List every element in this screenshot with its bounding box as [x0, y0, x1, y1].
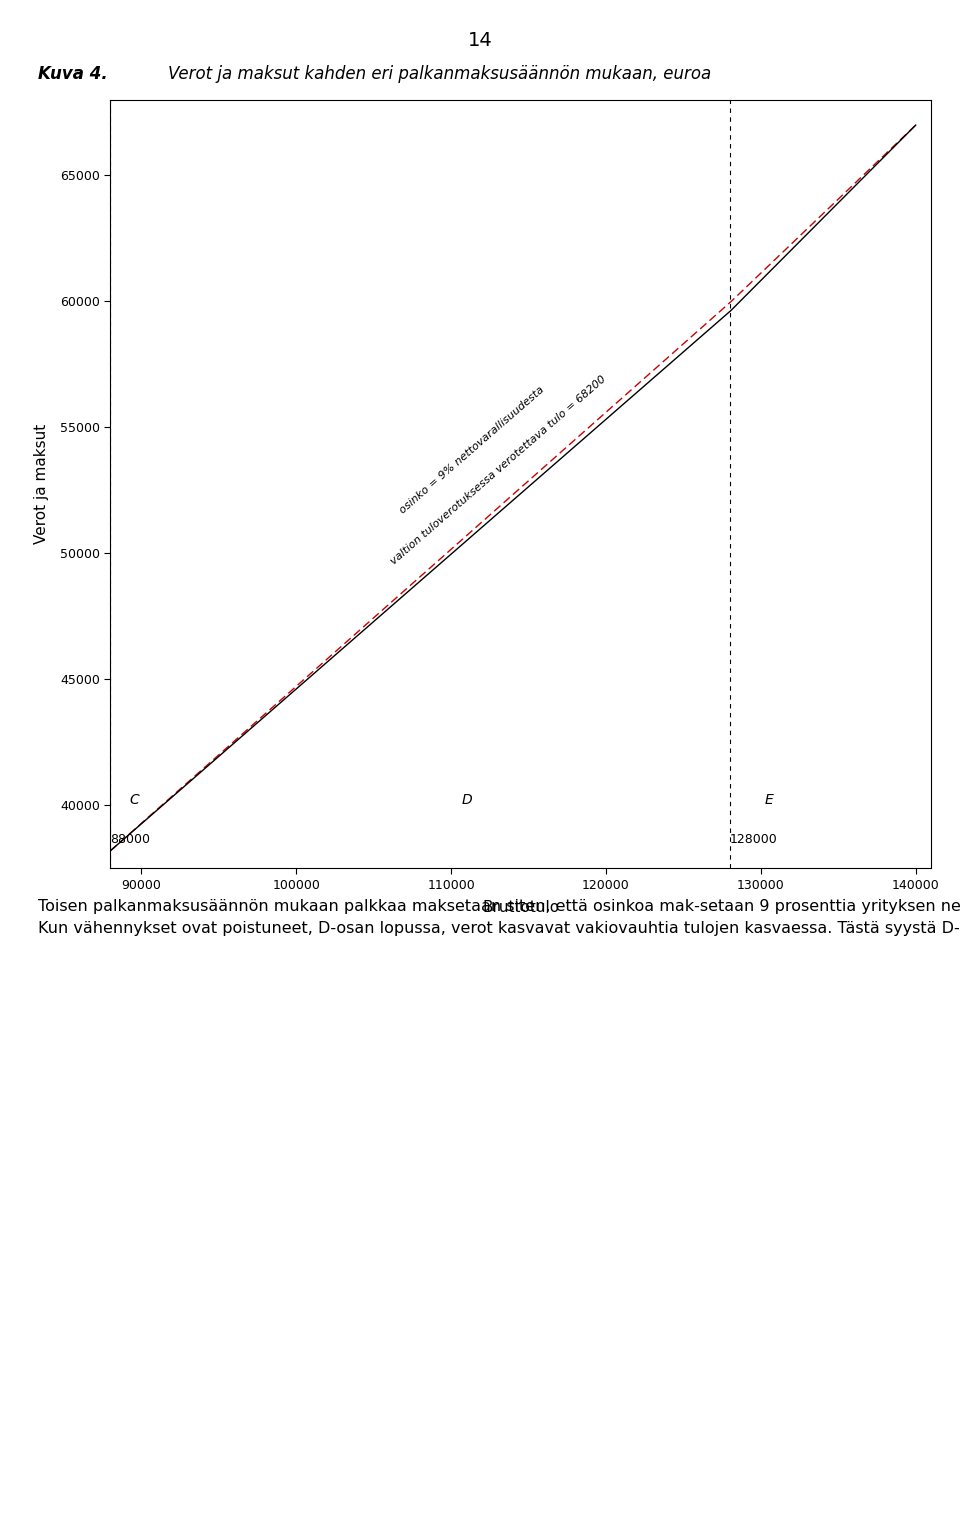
Text: Kuva 4.: Kuva 4. [38, 65, 108, 83]
Text: C: C [129, 793, 139, 807]
Text: Toisen palkanmaksusäännön mukaan palkkaa maksetaan siten, että osinkoa mak­setaa: Toisen palkanmaksusäännön mukaan palkkaa… [38, 899, 960, 936]
X-axis label: Bruttotulo: Bruttotulo [482, 901, 560, 915]
Text: Verot ja maksut kahden eri palkanmaksusäännön mukaan, euroa: Verot ja maksut kahden eri palkanmaksusä… [168, 65, 711, 83]
Text: E: E [764, 793, 773, 807]
Text: osinko = 9% nettovarallisuudesta: osinko = 9% nettovarallisuudesta [398, 384, 546, 515]
Text: 88000: 88000 [110, 833, 151, 845]
Text: 14: 14 [468, 31, 492, 49]
Text: D: D [462, 793, 472, 807]
Text: 128000: 128000 [730, 833, 778, 845]
Text: valtion tuloverotuksessa verotettava tulo = 68200: valtion tuloverotuksessa verotettava tul… [389, 373, 609, 566]
Y-axis label: Verot ja maksut: Verot ja maksut [34, 424, 49, 544]
